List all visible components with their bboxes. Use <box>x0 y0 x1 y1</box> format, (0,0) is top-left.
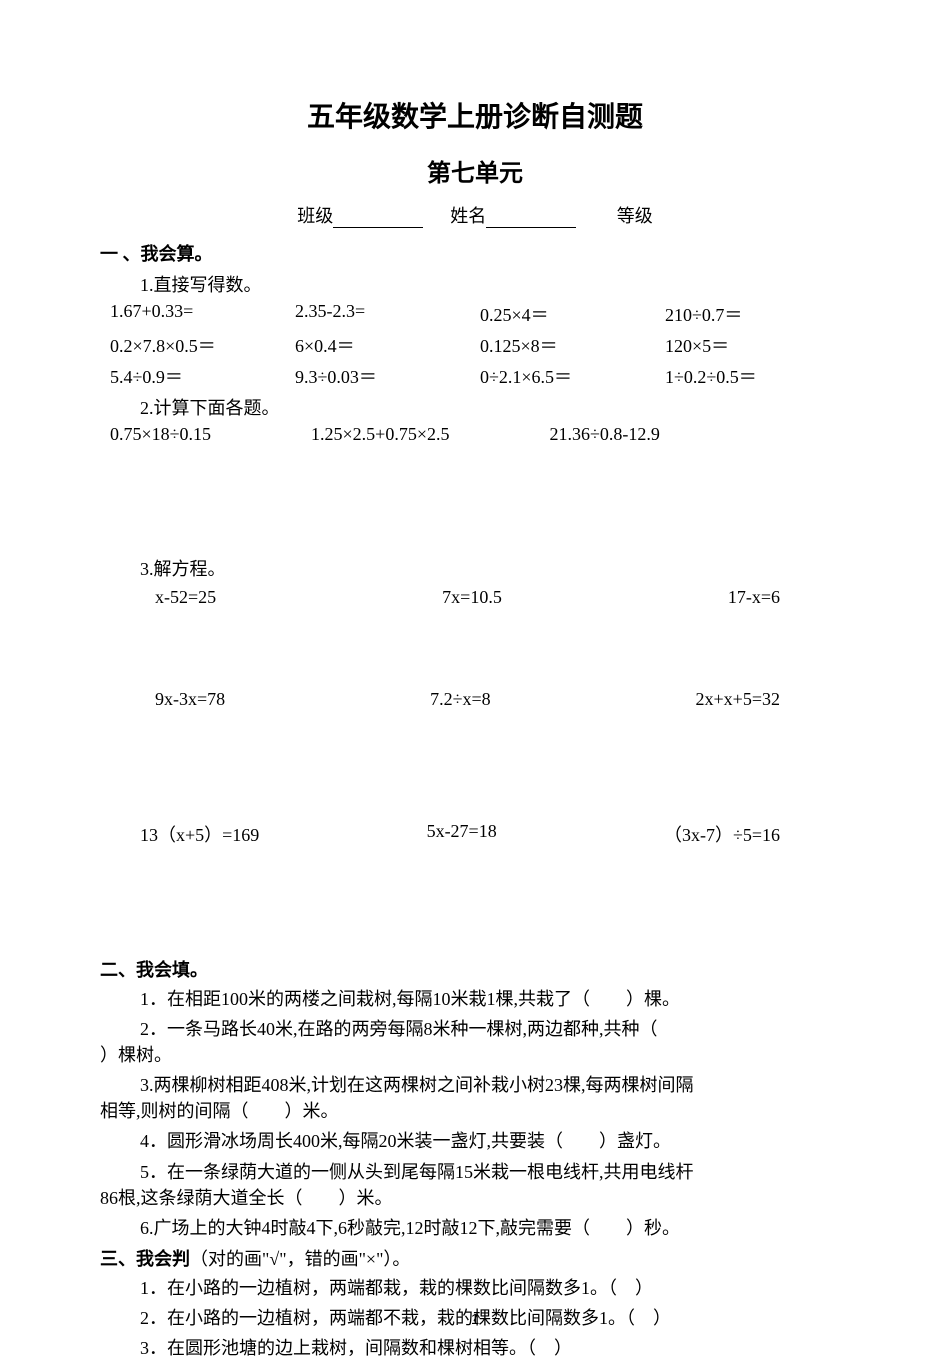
class-underline <box>333 210 423 228</box>
page-subtitle: 第七单元 <box>100 153 850 188</box>
equation: （3x-7）÷5=16 <box>664 821 780 847</box>
equation: 7x=10.5 <box>442 587 502 608</box>
math-cell: 5.4÷0.9＝ <box>110 363 295 389</box>
equation-row: 9x-3x=78 7.2÷x=8 2x+x+5=32 <box>155 689 780 710</box>
math-cell: 2.35-2.3= <box>295 301 480 327</box>
equation-row: x-52=25 7x=10.5 17-x=6 <box>155 587 780 608</box>
section2-title: 二、我会填。 <box>100 956 850 982</box>
fill-item: 3.两棵柳树相距408米,计划在这两棵树之间补栽小树23棵,每两棵树间隔 <box>140 1072 850 1098</box>
class-label: 班级 <box>297 206 333 226</box>
judge-item: 2．在小路的一边植树，两端都不栽，栽的棵数比间隔数多1。（ ） <box>140 1305 850 1331</box>
item1-label: 1.直接写得数。 <box>140 271 850 297</box>
name-underline <box>486 210 576 228</box>
fill-item-cont: 86根,这条绿荫大道全长（ ）米。 <box>100 1185 850 1211</box>
item2-label: 2.计算下面各题。 <box>140 394 850 420</box>
math-cell: 210÷0.7＝ <box>665 301 850 327</box>
calc-item: 21.36÷0.8-12.9 <box>550 424 660 445</box>
judge-item: 1．在小路的一边植树，两端都栽，栽的棵数比间隔数多1。（ ） <box>140 1275 850 1301</box>
math-cell: 0÷2.1×6.5＝ <box>480 363 665 389</box>
math-cell: 1÷0.2÷0.5＝ <box>665 363 850 389</box>
calc-item: 1.25×2.5+0.75×2.5 <box>311 424 449 445</box>
equation: 7.2÷x=8 <box>430 689 491 710</box>
equation: 2x+x+5=32 <box>696 689 780 710</box>
math-cell: 0.25×4＝ <box>480 301 665 327</box>
section3-title: 三、我会判（对的画"√"，错的画"×"）。 <box>100 1245 850 1271</box>
fill-item-cont: ）棵树。 <box>100 1042 850 1068</box>
grade-label: 等级 <box>617 206 653 226</box>
math-cell: 0.125×8＝ <box>480 332 665 358</box>
math-cell: 0.2×7.8×0.5＝ <box>110 332 295 358</box>
fill-item: 2．一条马路长40米,在路的两旁每隔8米种一棵树,两边都种,共种（ <box>140 1016 850 1042</box>
math-cell: 6×0.4＝ <box>295 332 480 358</box>
fill-item: 5．在一条绿荫大道的一侧从头到尾每隔15米栽一根电线杆,共用电线杆 <box>140 1159 850 1185</box>
fill-item-cont: 相等,则树的间隔（ ）米。 <box>100 1098 850 1124</box>
math-cell: 120×5＝ <box>665 332 850 358</box>
page-title: 五年级数学上册诊断自测题 <box>100 95 850 135</box>
math-cell: 1.67+0.33= <box>110 301 295 327</box>
equation: 17-x=6 <box>728 587 780 608</box>
fill-item: 6.广场上的大钟4时敲4下,6秒敲完,12时敲12下,敲完需要（ ）秒。 <box>140 1215 850 1241</box>
section1-title: 一 、我会算。 <box>100 240 850 266</box>
equation: 5x-27=18 <box>427 821 497 847</box>
equation: 9x-3x=78 <box>155 689 225 710</box>
calc-item: 0.75×18÷0.15 <box>110 424 211 445</box>
equation: x-52=25 <box>155 587 216 608</box>
item3-label: 3.解方程。 <box>140 555 850 581</box>
page-number: 1 <box>471 1311 479 1328</box>
math-grid: 1.67+0.33= 2.35-2.3= 0.25×4＝ 210÷0.7＝ 0.… <box>110 301 850 389</box>
fill-item: 1．在相距100米的两楼之间栽树,每隔10米栽1棵,共栽了（ ）棵。 <box>140 986 850 1012</box>
judge-item: 3．在圆形池塘的边上栽树，间隔数和棵树相等。（ ） <box>140 1335 850 1361</box>
equation: 13（x+5）=169 <box>140 821 259 847</box>
section3-title-bold: 三、我会判 <box>100 1249 190 1269</box>
equation-row: 13（x+5）=169 5x-27=18 （3x-7）÷5=16 <box>140 821 780 847</box>
form-line: 班级 姓名 等级 <box>100 202 850 228</box>
calc-row: 0.75×18÷0.15 1.25×2.5+0.75×2.5 21.36÷0.8… <box>110 424 850 445</box>
name-label: 姓名 <box>450 206 486 226</box>
fill-item: 4．圆形滑冰场周长400米,每隔20米装一盏灯,共要装（ ）盏灯。 <box>140 1128 850 1154</box>
section3-title-note: （对的画"√"，错的画"×"）。 <box>190 1249 410 1269</box>
math-cell: 9.3÷0.03＝ <box>295 363 480 389</box>
